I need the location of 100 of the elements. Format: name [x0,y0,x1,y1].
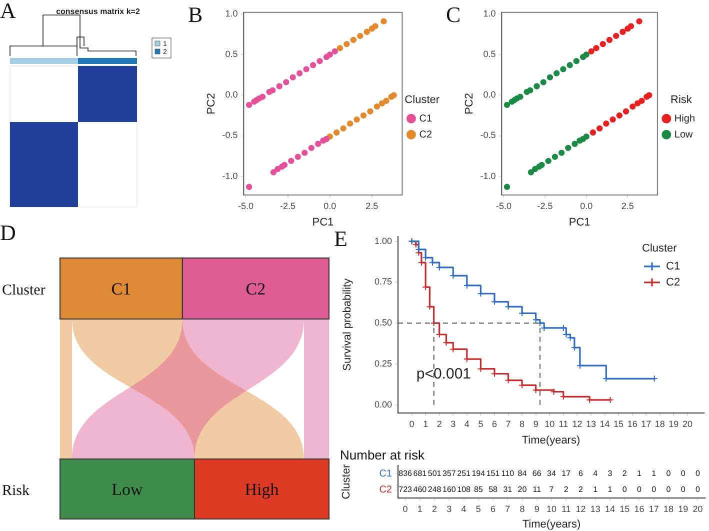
x-tick-label: 6 [492,418,497,429]
data-label: 194 [472,468,486,478]
data-label: 4 [593,468,598,478]
x-tick-label: 8 [520,418,525,429]
data-label: 1 [593,485,598,494]
y-axis-title: Cluster [340,464,353,500]
x-tick-label: 12 [572,418,582,429]
chart-title: Number at risk [340,447,426,462]
x-tick-label: 3 [450,418,456,429]
x-tick-label: 7 [505,504,510,514]
data-label: 501 [428,468,442,478]
y-tick-label: -0.5 [480,130,496,140]
x-tick-label: -2.5 [537,200,553,211]
data-label: 85 [474,485,484,494]
x-tick-label: 14 [600,418,610,429]
x-tick-label: 15 [614,418,624,429]
x-tick-label: 1 [417,504,422,514]
text: B [188,2,203,27]
text: C [446,2,461,27]
text: Risk [2,483,30,499]
data-label: 7 [549,485,554,494]
x-tick-label: 10 [546,504,557,514]
text: consensus matrix k=2 [56,7,140,16]
data-label: 110 [501,468,515,478]
data-label: 0 [695,485,700,494]
data-label: 151 [486,468,500,478]
legend-label: C1 [419,113,432,124]
legend-label: High [674,113,696,124]
data-label: 160 [442,485,456,494]
x-tick-label: 0 [402,504,408,514]
y-tick-label: 0.5 [483,49,496,60]
data-label: 11 [532,485,542,494]
data-label: 31 [503,485,513,494]
x-tick-label: 15 [620,504,630,514]
x-tick-label: 0.0 [324,200,336,211]
x-tick-label: 4 [461,504,466,514]
x-tick-label: 19 [678,504,688,514]
data-label: 20 [518,485,528,494]
x-tick-label: 13 [586,418,596,429]
y-tick-label: 1.0 [483,8,496,19]
legend-label: C2 [666,276,680,288]
data-label: 1 [636,468,642,478]
x-tick-label: 0 [409,418,414,429]
x-tick-label: 14 [604,504,615,514]
legend-label: C2 [419,129,432,140]
x-tick-label: -2.5 [280,200,296,211]
data-label: 681 [413,468,428,478]
x-tick-label: 12 [576,504,586,514]
data-label: 0 [622,485,628,494]
text: Cluster [2,282,46,298]
y-tick-label: 0.75 [374,276,392,287]
y-tick-label: 1.00 [374,236,392,246]
data-label: 0 [636,485,642,494]
data-label: 251 [457,468,472,478]
data-label: 108 [457,485,472,494]
data-label: 17 [562,468,572,478]
x-axis-title: Time(years) [522,434,580,446]
x-tick-label: 16 [627,418,638,429]
x-tick-label: 9 [534,504,540,514]
y-tick-label: 0.00 [374,399,392,410]
text: D [0,220,16,245]
data-label: 0 [695,468,700,478]
x-tick-label: 6 [490,504,496,514]
x-tick-label: 4 [464,418,470,429]
x-tick-label: 7 [506,418,511,429]
y-tick-label: 1.0 [225,8,238,19]
x-tick-label: 5 [478,418,484,429]
x-tick-label: 18 [663,504,674,514]
legend-label: Low [674,129,694,140]
x-tick-label: 13 [590,504,600,514]
data-label: 2 [622,468,628,478]
text: A [0,0,16,23]
y-tick-label: 0.0 [483,90,496,100]
x-tick-label: 2 [436,418,442,429]
x-tick-label: 0.0 [580,200,593,211]
x-tick-label: 10 [544,418,555,429]
x-tick-label: 16 [634,504,644,514]
x-tick-label: -5.0 [496,200,512,211]
data-label: 357 [442,468,456,478]
x-tick-label: 11 [558,418,568,429]
data-label: 0 [666,485,672,494]
x-tick-label: 18 [654,418,665,429]
data-label: 6 [578,468,584,478]
x-tick-label: 2.5 [621,200,634,211]
y-tick-label: 0.25 [374,358,392,368]
x-tick-label: 9 [533,418,538,429]
y-tick-label: -1.0 [222,170,238,181]
data-label: 84 [518,468,528,478]
data-label: 248 [428,485,442,494]
y-axis-title: Survival probability [342,278,354,371]
text: E [334,226,348,251]
data-label: 58 [488,485,498,494]
data-label: 1 [608,485,613,494]
x-tick-label: 3 [446,504,452,514]
x-tick-label: 8 [520,504,525,514]
data-label: 0 [680,468,686,478]
y-tick-label: 0.0 [225,90,238,100]
category-label: C1 [111,280,132,298]
data-label: 460 [413,485,428,494]
data-label: 3 [608,468,613,478]
